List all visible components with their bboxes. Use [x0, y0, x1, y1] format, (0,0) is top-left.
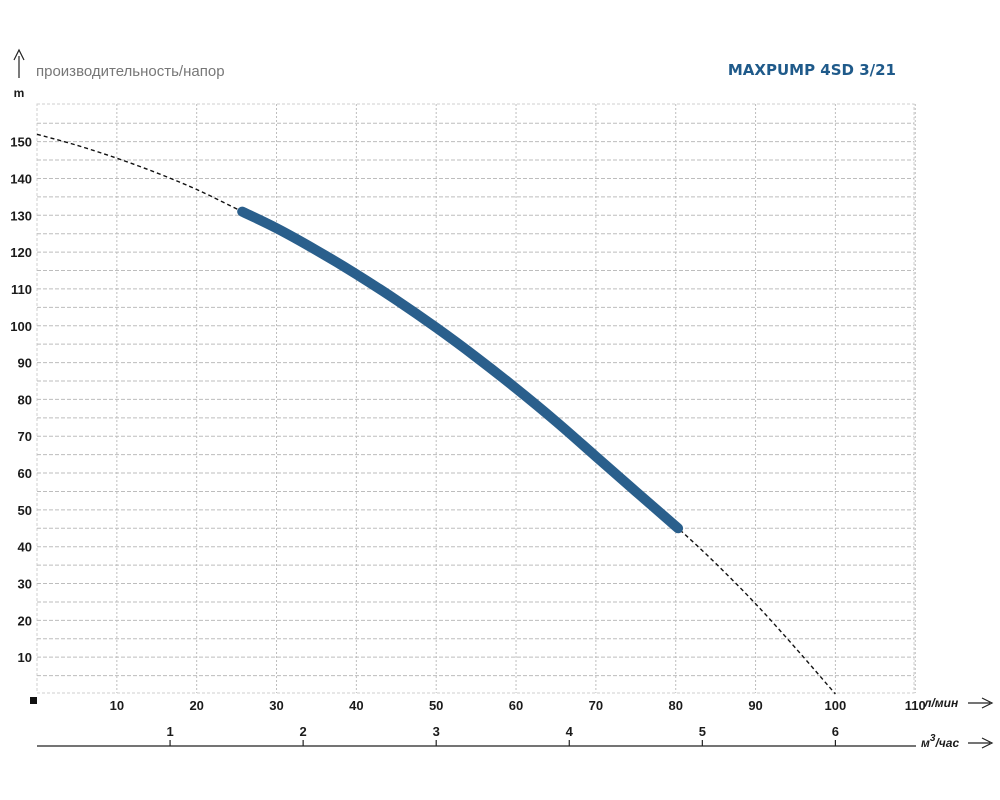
chart-subtitle: производительность/напор — [36, 63, 225, 80]
x2-tick-label: 1 — [166, 724, 173, 739]
x-tick-label: 20 — [189, 698, 203, 713]
x-tick-label: 100 — [825, 698, 847, 713]
x2-tick-label: 3 — [433, 724, 440, 739]
y-tick-label: 80 — [18, 392, 32, 407]
x-tick-label: 110 — [905, 698, 926, 713]
grid — [36, 103, 916, 694]
chart-title: MAXPUMP 4SD 3/21 — [728, 61, 896, 79]
x-tick-label: 30 — [269, 698, 283, 713]
x2-axis-unit: м3/час — [921, 733, 959, 750]
x-axis-arrow-head — [981, 697, 994, 709]
x-tick-label: 10 — [110, 698, 124, 713]
plot-frame — [36, 103, 915, 694]
y-tick-label: 60 — [18, 466, 32, 481]
y-tick-label: 20 — [18, 613, 32, 628]
curves — [36, 133, 836, 695]
y-tick-label: 110 — [11, 282, 32, 297]
x2-tick-label: 5 — [699, 724, 706, 739]
x-axis-unit: л/мин — [923, 696, 959, 710]
y-tick-label: 10 — [18, 650, 32, 665]
operating-curve-solid — [237, 206, 684, 534]
origin-marker — [30, 697, 37, 704]
y-tick-label: 40 — [18, 540, 32, 555]
x2-tick-label: 6 — [832, 724, 839, 739]
x2-axis-arrow-head — [981, 737, 994, 749]
x2-tick-label: 4 — [566, 724, 574, 739]
y-axis-unit: m — [14, 86, 25, 100]
y-tick-label: 70 — [18, 429, 32, 444]
y-tick-label: 130 — [10, 208, 32, 223]
y-tick-label: 50 — [18, 503, 32, 518]
x-tick-label: 90 — [748, 698, 762, 713]
x2-tick-label: 2 — [300, 724, 307, 739]
x-tick-label: 60 — [509, 698, 523, 713]
y-axis-arrow-head — [13, 48, 25, 61]
y-tick-label: 150 — [10, 135, 32, 150]
x-tick-label: 70 — [589, 698, 603, 713]
y-tick-label: 100 — [10, 319, 32, 334]
axes — [13, 48, 994, 749]
x-tick-label: 80 — [668, 698, 682, 713]
extended-curve-dashed — [36, 133, 836, 695]
y-tick-label: 120 — [10, 245, 32, 260]
x2-axis-unit-sup: 3 — [930, 733, 936, 744]
x2-axis-unit-base: м — [921, 736, 930, 750]
y-tick-label: 30 — [18, 577, 32, 592]
x2-axis-unit-rest: /час — [934, 736, 959, 750]
x-tick-label: 50 — [429, 698, 443, 713]
x-tick-label: 40 — [349, 698, 363, 713]
y-tick-label: 90 — [18, 356, 32, 371]
labels: производительность/напор MAXPUMP 4SD 3/2… — [10, 61, 959, 750]
y-tick-label: 140 — [10, 171, 32, 186]
